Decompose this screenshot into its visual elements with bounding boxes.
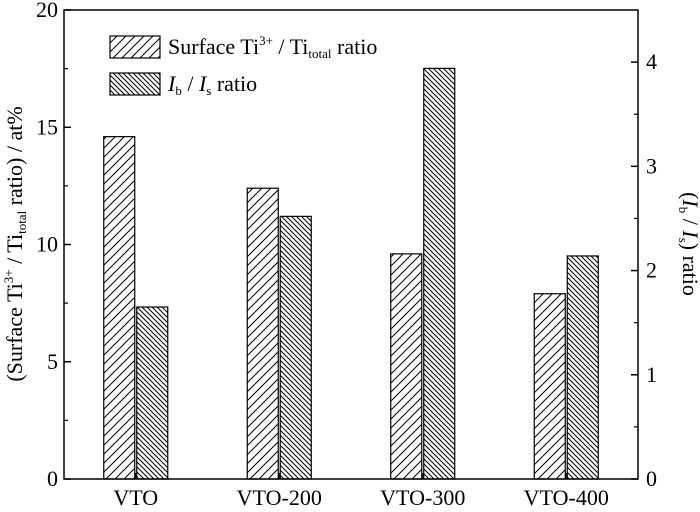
x-tick-label: VTO-300 bbox=[380, 485, 465, 510]
legend-swatch-ib-is-ratio bbox=[109, 72, 161, 96]
bar-ib-is-ratio-vto bbox=[136, 306, 169, 480]
bar-surface-ti-ratio-vto-400 bbox=[533, 293, 566, 480]
bar-ib-is-ratio-vto-300 bbox=[423, 67, 456, 480]
y-right-tick-label: 4 bbox=[646, 49, 657, 74]
y-right-tick-label: 1 bbox=[646, 362, 657, 387]
bar-surface-ti-ratio-vto-200 bbox=[246, 187, 279, 480]
legend-swatch-surface-ti-ratio bbox=[109, 35, 161, 59]
y-left-axis-title: (Surface Ti3+ / Titotal ratio) / at% bbox=[1, 106, 29, 381]
y-right-tick-label: 0 bbox=[646, 466, 657, 491]
bar-surface-ti-ratio-vto-300 bbox=[390, 253, 423, 480]
axes-layer bbox=[63, 9, 639, 480]
y-left-tick-label: 0 bbox=[47, 466, 58, 491]
legend: Surface Ti3+ / Titotal ratio Ib / Is rat… bbox=[109, 33, 377, 98]
bar-ib-is-ratio-vto-400 bbox=[566, 255, 599, 480]
y-right-tick-label: 2 bbox=[646, 258, 657, 283]
x-tick-label: VTO-200 bbox=[237, 485, 322, 510]
y-left-tick-label: 20 bbox=[36, 0, 58, 22]
bars-layer bbox=[103, 67, 599, 480]
legend-label-surface-ti-ratio: Surface Ti3+ / Titotal ratio bbox=[168, 33, 377, 61]
labels-layer: VTO VTO-200 VTO-300 VTO-400 0 5 10 15 20 0 1 2 3 4 bbox=[36, 0, 657, 510]
bar-surface-ti-ratio-vto bbox=[103, 136, 136, 480]
y-left-tick-label: 5 bbox=[47, 349, 58, 374]
y-left-tick-label: 15 bbox=[36, 114, 58, 139]
y-right-axis-title: (Ib / Is) ratio bbox=[676, 192, 700, 296]
x-tick-label: VTO-400 bbox=[524, 485, 609, 510]
y-right-tick-label: 3 bbox=[646, 153, 657, 178]
bar-ib-is-ratio-vto-200 bbox=[279, 215, 312, 480]
legend-label-ib-is-ratio: Ib / Is ratio bbox=[167, 71, 257, 98]
x-tick-label: VTO bbox=[113, 485, 158, 510]
y-left-tick-label: 10 bbox=[36, 232, 58, 257]
